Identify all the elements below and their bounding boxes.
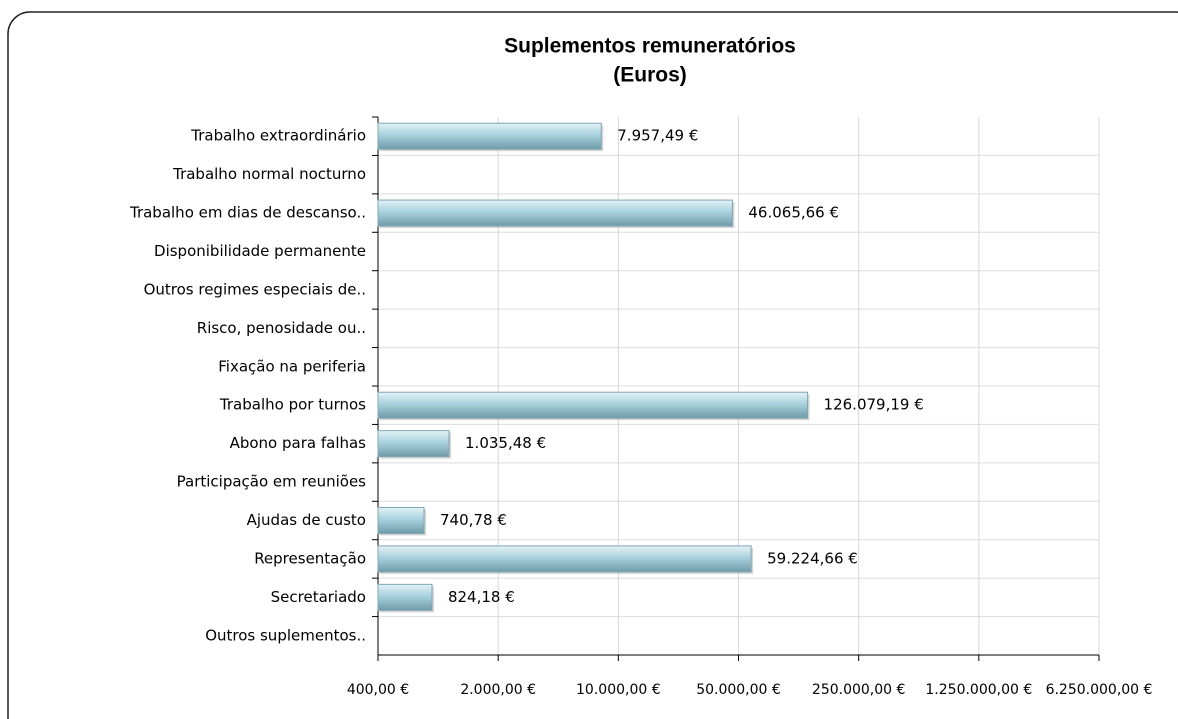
x-tick-label: 10.000,00 €: [576, 682, 661, 698]
x-tick-label: 1.250.000,00 €: [925, 682, 1032, 698]
x-tick-label: 250.000,00 €: [812, 682, 906, 698]
y-tick-label: Outros regimes especiais de..: [144, 280, 366, 298]
value-label: 126.079,19 €: [824, 396, 924, 414]
value-label: 1.035,48 €: [465, 434, 546, 452]
value-label: 59.224,66 €: [767, 549, 858, 567]
y-tick-label: Risco, penosidade ou..: [197, 319, 366, 337]
value-label: 824,18 €: [448, 588, 515, 606]
y-tick-label: Disponibilidade permanente: [154, 242, 366, 260]
x-tick-label: 2.000,00 €: [460, 682, 536, 698]
y-tick-label: Ajudas de custo: [247, 511, 366, 529]
x-tick-label: 400,00 €: [347, 682, 409, 698]
y-tick-label: Representação: [254, 549, 366, 567]
frame: [7, 11, 1178, 719]
x-tick-label: 6.250.000,00 €: [1046, 682, 1153, 698]
y-tick-label: Trabalho normal nocturno: [172, 165, 366, 183]
y-tick-label: Secretariado: [271, 588, 366, 606]
y-tick-label: Outros suplementos..: [205, 626, 366, 644]
bar: [377, 583, 433, 611]
y-tick-label: Fixação na periferia: [218, 357, 366, 375]
bar: [377, 507, 425, 534]
chart-title: Suplementos remuneratórios: [504, 35, 796, 58]
bar: [377, 430, 450, 458]
y-tick-label: Trabalho em dias de descanso..: [129, 204, 366, 222]
y-tick-label: Trabalho por turnos: [219, 396, 366, 414]
value-label: 740,78 €: [440, 511, 507, 529]
value-label: 7.957,49 €: [617, 127, 698, 145]
bar: [377, 545, 752, 573]
chart-subtitle: (Euros): [613, 64, 687, 87]
bar: [377, 122, 602, 150]
bar: [377, 199, 733, 227]
y-tick-label: Participação em reuniões: [177, 473, 367, 491]
bar: [377, 391, 809, 419]
value-label: 46.065,66 €: [748, 204, 839, 222]
y-tick-label: Trabalho extraordinário: [190, 127, 366, 145]
y-tick-label: Abono para falhas: [230, 434, 367, 452]
x-tick-label: 50.000,00 €: [696, 682, 781, 698]
